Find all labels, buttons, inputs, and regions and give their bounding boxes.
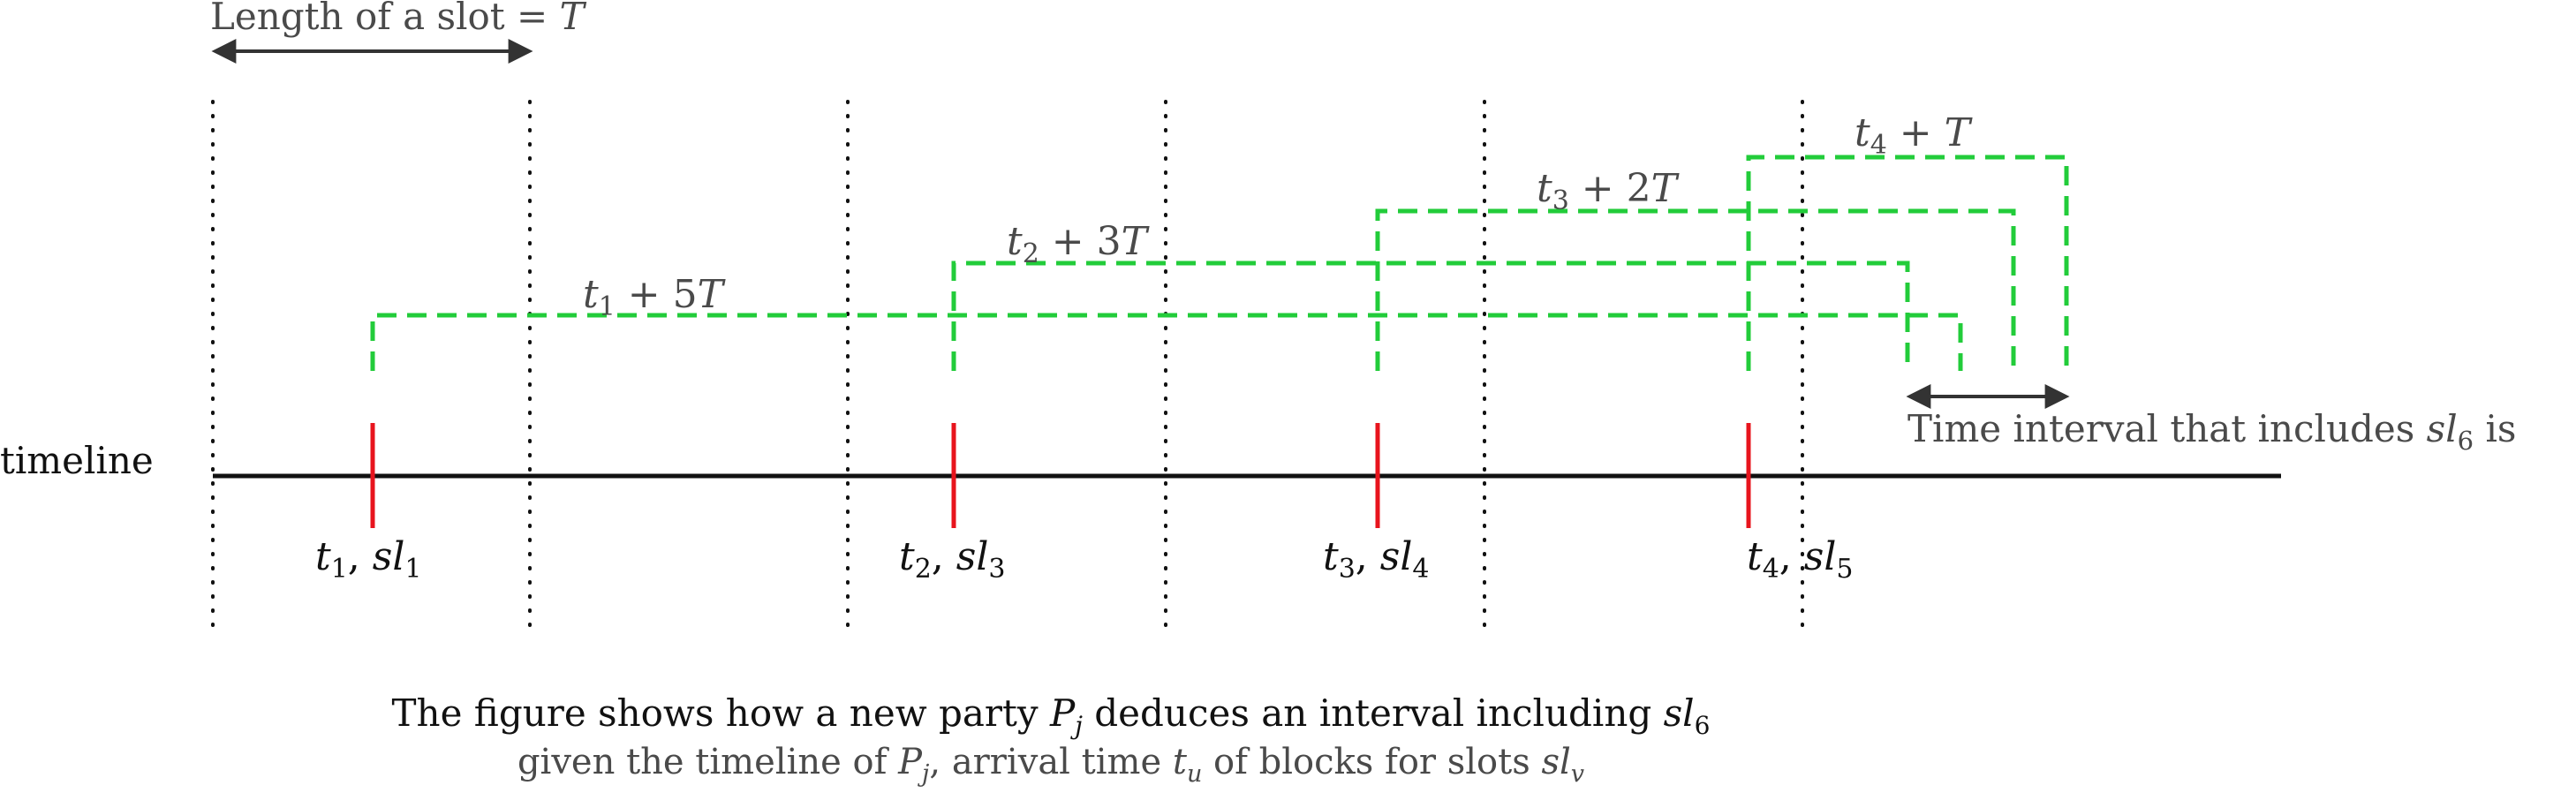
offset-path-t4 bbox=[1746, 155, 2069, 371]
offset-label-t1: t1 + 5T bbox=[583, 272, 727, 322]
offset-label-t4: t4 + T bbox=[1855, 110, 1974, 161]
offset-paths bbox=[370, 155, 2069, 371]
arrival-label-t1: t1, sl1 bbox=[315, 534, 422, 585]
arrival-label-t2: t2, sl3 bbox=[899, 534, 1006, 585]
arrival-markers bbox=[370, 423, 1751, 528]
offset-path-t2 bbox=[951, 261, 1910, 371]
arrival-label-t3: t3, sl4 bbox=[1323, 534, 1430, 585]
slot-dividers bbox=[211, 100, 1804, 631]
caption-line-2: given the timeline of Pj, arrival time t… bbox=[517, 742, 1584, 788]
offset-label-t2: t2 + 3T bbox=[1007, 219, 1151, 269]
offset-path-t1 bbox=[370, 313, 1963, 371]
interval-label: Time interval that includes sl6 is bbox=[1907, 407, 2516, 456]
arrival-label-t4: t4, sl5 bbox=[1747, 534, 1854, 585]
offset-path-t3 bbox=[1375, 208, 2016, 371]
slot-length-label: Length of a slot = T bbox=[210, 0, 587, 38]
timeline-label: timeline bbox=[0, 439, 154, 482]
offset-label-t3: t3 + 2T bbox=[1537, 166, 1681, 216]
caption-line-1: The figure shows how a new party Pj dedu… bbox=[392, 691, 1711, 740]
